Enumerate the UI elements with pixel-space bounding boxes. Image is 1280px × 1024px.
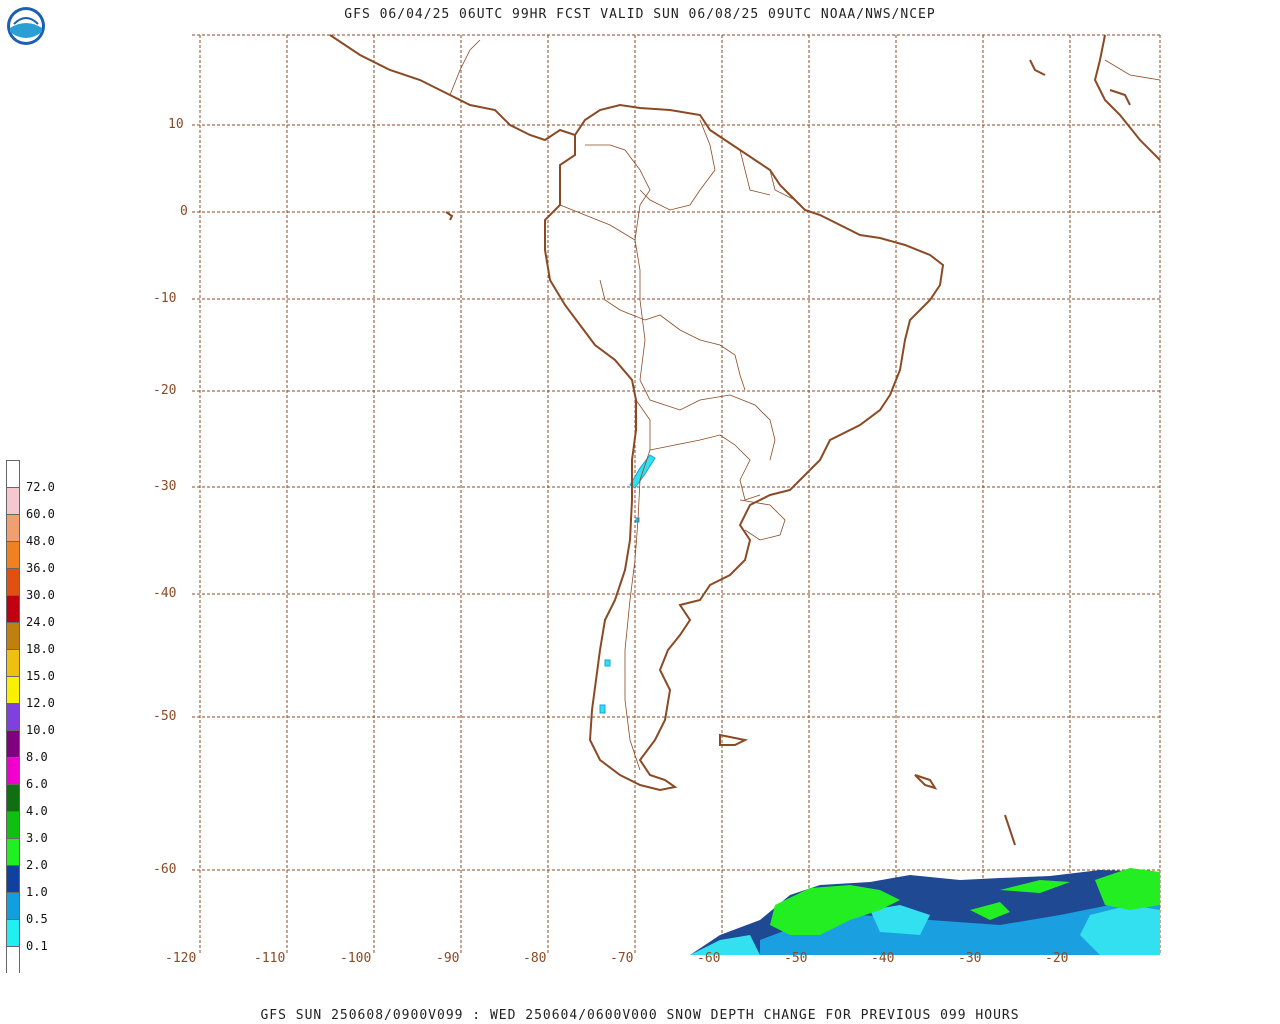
colorbar-label: 6.0 [26,777,48,791]
lon-label-neg20: -20 [1045,951,1069,966]
noaa-logo-icon [7,7,45,45]
lon-label-neg90: -90 [436,951,460,966]
colorbar-label: 36.0 [26,561,55,575]
colorbar-label: 0.5 [26,912,48,926]
colorbar-swatch [6,892,20,919]
colorbar-swatch [6,757,20,784]
colorbar-swatch [6,514,20,541]
colorbar-label: 18.0 [26,642,55,656]
colorbar-legend: 72.0 60.0 48.0 36.0 30.0 24.0 18.0 15.0 12.0 10.0… [6,460,55,973]
colorbar-label: 48.0 [26,534,55,548]
country-borders [449,39,1161,771]
lon-label-neg70: -70 [610,951,634,966]
colorbar-label: 0.1 [26,939,48,953]
lat-label-10: 10 [168,117,184,132]
lat-label-neg50: -50 [153,709,177,724]
colorbar-swatch [6,784,20,811]
lon-label-neg30: -30 [958,951,982,966]
colorbar-swatch [6,865,20,892]
lat-label-0: 0 [180,204,188,219]
colorbar-swatch [6,838,20,865]
colorbar-swatch [6,946,20,973]
lat-label-neg40: -40 [153,586,177,601]
colorbar-label: 10.0 [26,723,55,737]
colorbar-label: 4.0 [26,804,48,818]
colorbar-label: 8.0 [26,750,48,764]
map-frame [192,35,1160,955]
snow-depth-field [690,868,1160,955]
longitude-gridlines [199,35,1161,955]
colorbar-label: 30.0 [26,588,55,602]
map-title: GFS 06/04/25 06UTC 99HR FCST VALID SUN 0… [344,7,936,22]
lat-label-neg20: -20 [153,383,177,398]
colorbar-swatch [6,541,20,568]
colorbar-label: 60.0 [26,507,55,521]
colorbar-swatch [6,730,20,757]
colorbar-label: 2.0 [26,858,48,872]
colorbar-swatch [6,676,20,703]
lat-label-neg60: -60 [153,862,177,877]
lon-label-neg50: -50 [784,951,808,966]
lon-label-neg40: -40 [871,951,895,966]
coastline [329,34,1161,846]
colorbar-swatch [6,649,20,676]
andes-snow [599,454,656,714]
colorbar-label: 3.0 [26,831,48,845]
colorbar-swatch [6,568,20,595]
colorbar-label: 1.0 [26,885,48,899]
lon-label-neg120: -120 [165,951,197,966]
colorbar-label: 12.0 [26,696,55,710]
colorbar-swatch [6,811,20,838]
lon-label-neg60: -60 [697,951,721,966]
colorbar-label: 24.0 [26,615,55,629]
lat-label-neg10: -10 [153,291,177,306]
colorbar-swatch [6,595,20,622]
latitude-gridlines [192,34,1160,871]
colorbar-swatch [6,487,20,514]
colorbar-swatch [6,919,20,946]
lon-label-neg80: -80 [523,951,547,966]
map-footer: GFS SUN 250608/0900V099 : WED 250604/060… [260,1008,1020,1023]
colorbar-swatch [6,622,20,649]
colorbar-swatch [6,703,20,730]
colorbar-label: 15.0 [26,669,55,683]
colorbar-label: 72.0 [26,480,55,494]
lon-label-neg110: -110 [254,951,286,966]
lat-label-neg30: -30 [153,479,177,494]
colorbar-swatch [6,460,20,487]
lon-label-neg100: -100 [340,951,372,966]
